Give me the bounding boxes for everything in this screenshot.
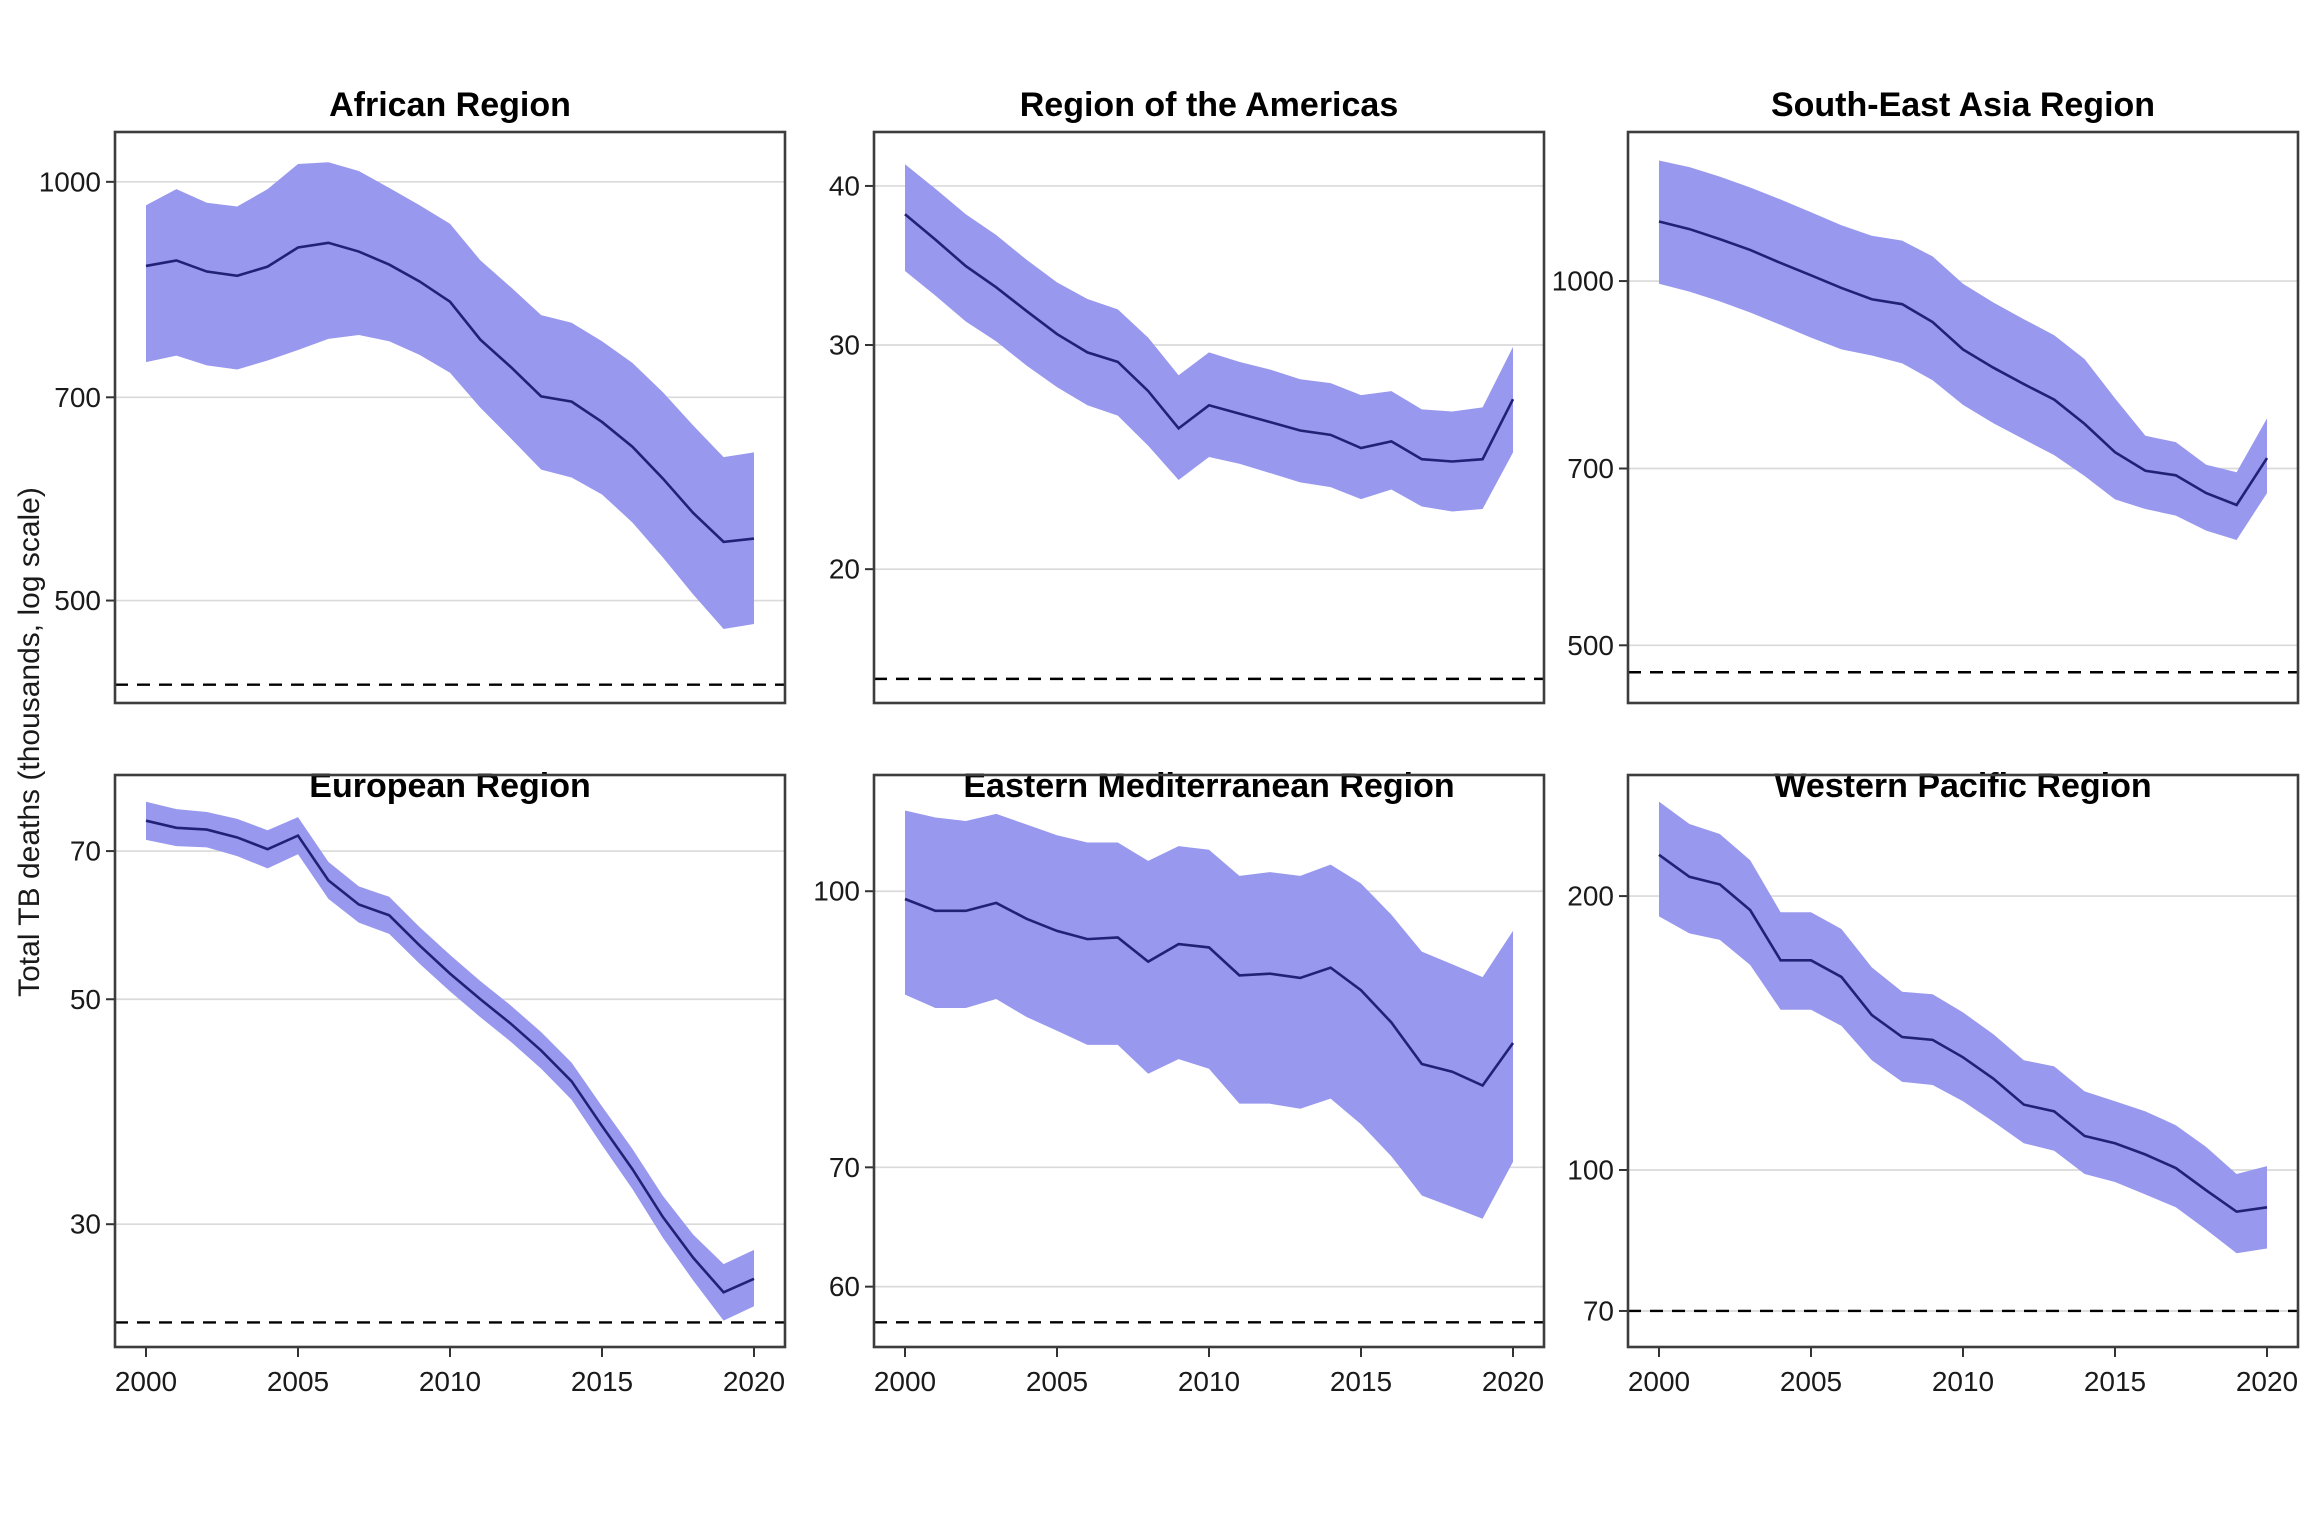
y-tick-label: 700: [54, 382, 101, 413]
panel-title: Eastern Mediterranean Region: [963, 767, 1455, 805]
x-tick-label: 2015: [571, 1366, 633, 1397]
x-tick-label: 2000: [874, 1366, 936, 1397]
y-tick-label: 500: [1567, 630, 1614, 661]
y-tick-label: 70: [829, 1152, 860, 1183]
y-tick-label: 100: [1567, 1155, 1614, 1186]
y-tick-label: 60: [829, 1271, 860, 1302]
panel-title: South-East Asia Region: [1770, 86, 2156, 124]
chart-eastern-mediterranean-region: 60 70 100 2000 2005 2010 2015 2020: [813, 773, 1546, 1397]
x-tick-label: 2005: [267, 1366, 329, 1397]
chart-south-east-asia-region: 500 700 1000: [1552, 130, 2300, 705]
x-tick-label: 2000: [115, 1366, 177, 1397]
panel-border: [113, 130, 787, 705]
chart-western-pacific-region: 70 100 200 2000 2005 2010 2015 2020: [1567, 773, 2300, 1397]
y-tick-label: 30: [829, 329, 860, 360]
panel-border: [1626, 773, 2300, 1349]
panel-border: [113, 773, 787, 1349]
estimate-line: [1658, 220, 2269, 507]
panel-title: Region of the Americas: [1019, 86, 1399, 124]
estimate-line: [145, 241, 755, 544]
y-tick-label: 1000: [39, 166, 101, 197]
x-tick-label: 2000: [1628, 1366, 1690, 1397]
confidence-ribbon: [146, 801, 754, 1321]
chart-european-region: 30 50 70 2000 2005 2010 2015 2020: [70, 773, 787, 1397]
estimate-line: [1658, 853, 2268, 1214]
chart-region-of-the-americas: 20 30 40: [829, 130, 1546, 705]
x-tick-label: 2020: [2236, 1366, 2298, 1397]
x-tick-label: 2010: [1178, 1366, 1240, 1397]
estimate-line: [904, 897, 1515, 1088]
panel-border: [872, 130, 1546, 705]
estimate-line: [904, 213, 1515, 463]
x-tick-label: 2005: [1026, 1366, 1088, 1397]
panel-title: African Region: [329, 86, 571, 124]
panel-title: Western Pacific Region: [1774, 767, 2152, 805]
y-tick-label: 700: [1567, 453, 1614, 484]
chart-african-region: 500 700 1000: [39, 130, 787, 705]
x-tick-label: 2005: [1780, 1366, 1842, 1397]
panel-border: [1626, 130, 2300, 705]
y-tick-label: 200: [1567, 881, 1614, 912]
x-tick-label: 2015: [1330, 1366, 1392, 1397]
panel-border: [872, 773, 1546, 1349]
y-tick-label: 100: [813, 876, 860, 907]
x-tick-label: 2020: [1482, 1366, 1544, 1397]
estimate-line: [145, 819, 755, 1294]
y-tick-label: 500: [54, 585, 101, 616]
y-tick-label: 20: [829, 554, 860, 585]
y-tick-label: 30: [70, 1209, 101, 1240]
confidence-ribbon: [905, 164, 1513, 512]
y-tick-label: 50: [70, 984, 101, 1015]
confidence-ribbon: [1659, 801, 2267, 1254]
confidence-ribbon: [905, 810, 1513, 1219]
x-tick-label: 2010: [419, 1366, 481, 1397]
x-tick-label: 2010: [1932, 1366, 1994, 1397]
y-tick-label: 70: [70, 836, 101, 867]
x-tick-label: 2015: [2084, 1366, 2146, 1397]
x-tick-label: 2020: [723, 1366, 785, 1397]
y-tick-label: 1000: [1552, 266, 1614, 297]
y-tick-label: 40: [829, 170, 860, 201]
panel-title: European Region: [309, 767, 591, 805]
y-tick-label: 70: [1583, 1295, 1614, 1326]
confidence-ribbon: [146, 162, 754, 629]
